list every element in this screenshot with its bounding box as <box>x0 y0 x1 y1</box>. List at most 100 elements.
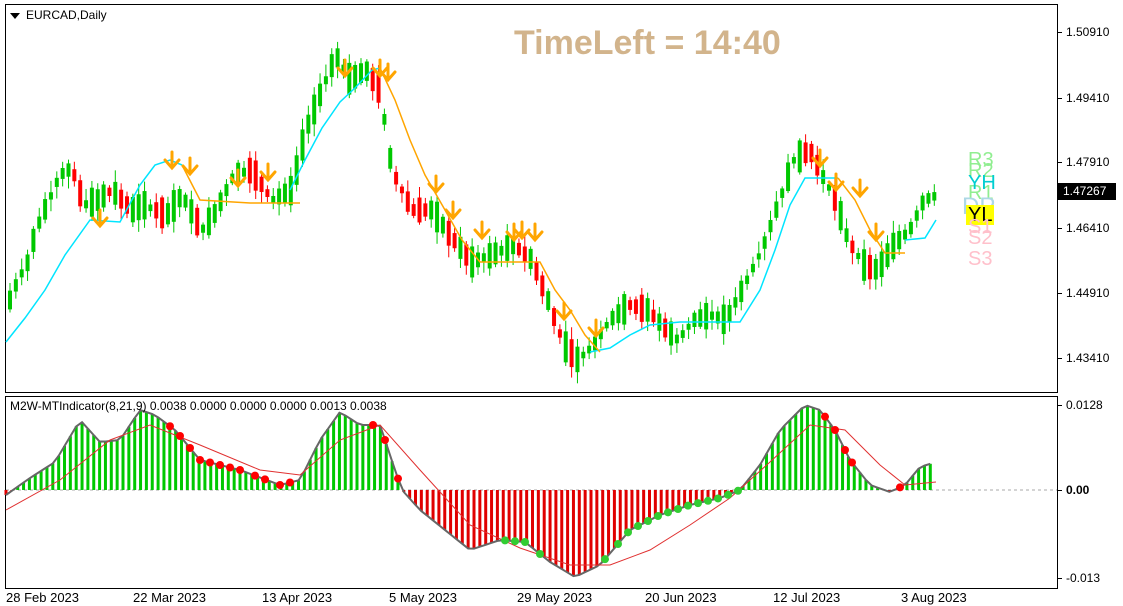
candle-body <box>183 194 188 208</box>
dot-red <box>381 436 389 444</box>
candle-body <box>388 147 393 169</box>
price-axis-label: 1.44910 <box>1057 286 1110 300</box>
candle-body <box>429 200 434 220</box>
candle-body <box>195 207 200 236</box>
candle-body <box>873 258 878 280</box>
signal-line-segment <box>904 219 937 241</box>
level-s2: S2 <box>968 227 993 249</box>
candle-body <box>417 197 422 223</box>
candle-body <box>446 220 451 246</box>
candle-body <box>89 187 94 217</box>
candle-body <box>628 300 633 310</box>
candle-body <box>780 188 785 198</box>
candle-body <box>674 334 679 344</box>
dot-green <box>501 536 509 545</box>
histogram-outline <box>5 404 931 578</box>
date-axis-label: 20 Jun 2023 <box>645 590 717 605</box>
price-axis-label: 1.43410 <box>1057 351 1110 365</box>
candle-body <box>727 304 732 322</box>
down-arrow-icon <box>427 174 445 195</box>
dot-green <box>601 555 609 564</box>
candle-body <box>142 191 147 220</box>
down-arrow-icon <box>555 301 573 322</box>
candle-body <box>13 279 18 292</box>
date-axis-label: 22 Mar 2023 <box>133 590 206 605</box>
level-r2: R2 <box>968 160 994 182</box>
candle-body <box>201 224 206 233</box>
candle-body <box>464 244 469 266</box>
indicator-dots <box>166 412 904 564</box>
candle-body <box>557 329 562 338</box>
candle-body <box>154 202 159 219</box>
candle-body <box>639 294 644 322</box>
candle-body <box>604 321 609 329</box>
candle-body <box>259 176 264 192</box>
candle-body <box>651 309 656 323</box>
candle-body <box>756 253 761 260</box>
candle-body <box>329 54 334 78</box>
candle-body <box>282 183 287 204</box>
candle-body <box>288 175 293 206</box>
dot-red <box>369 421 377 429</box>
candle-body <box>458 236 463 259</box>
candle-body <box>107 187 112 196</box>
indicator-title: M2W-MTIndicator(8,21,9) 0.0038 0.0000 0.… <box>10 399 387 413</box>
candle-body <box>265 189 270 197</box>
date-axis-label: 5 May 2023 <box>389 590 457 605</box>
candle-body <box>177 189 182 208</box>
candle-body <box>72 169 77 182</box>
candle-body <box>698 309 703 327</box>
candle-body <box>452 233 457 249</box>
down-arrow-icon <box>526 222 544 243</box>
dot-green <box>511 537 519 546</box>
candle-body <box>908 221 913 235</box>
candle-body <box>300 129 305 161</box>
current-price-tag: 1.47267 <box>1057 183 1116 200</box>
candle-body <box>774 201 779 218</box>
dot-red <box>206 458 214 467</box>
candle-body <box>657 313 662 331</box>
dot-red <box>261 475 269 484</box>
candle-body <box>669 321 674 346</box>
candle-body <box>622 294 627 325</box>
date-axis-label: 29 May 2023 <box>517 590 593 605</box>
candle-body <box>715 311 720 324</box>
down-arrow-icon <box>587 318 605 339</box>
candle-body <box>750 263 755 273</box>
timeleft-label: TimeLeft = 14:40 <box>514 24 781 62</box>
candle-body <box>411 204 416 216</box>
dot-green <box>664 508 672 517</box>
dot-green <box>536 550 544 558</box>
dot-red <box>166 422 174 431</box>
candle-body <box>879 251 884 278</box>
candle-body <box>359 63 363 83</box>
candle-body <box>165 203 170 225</box>
candle-body <box>540 275 545 297</box>
candle-body <box>294 155 299 185</box>
triangle-down-icon[interactable] <box>10 12 20 19</box>
candle-body <box>206 207 211 236</box>
candle-body <box>119 189 124 209</box>
candle-body <box>569 339 574 368</box>
candle-body <box>60 167 65 179</box>
candle-body <box>399 186 404 194</box>
down-arrow-icon <box>336 58 354 79</box>
dot-red <box>286 478 294 487</box>
candle-body <box>66 163 71 177</box>
candle-body <box>721 304 726 335</box>
dot-red <box>394 474 402 483</box>
candle-body <box>867 254 872 280</box>
signal-line-segment <box>289 67 381 191</box>
candle-body <box>370 68 375 92</box>
dot-red <box>176 432 184 440</box>
candle-body <box>704 302 709 330</box>
down-arrow-icon <box>181 156 199 177</box>
level-s1: S1 <box>968 216 993 238</box>
candle-body <box>95 189 100 211</box>
dot-red <box>276 481 284 489</box>
candle-body <box>54 177 59 187</box>
dot-red <box>251 471 259 480</box>
candle-body <box>113 181 118 205</box>
candle-body <box>914 210 919 221</box>
dot-green <box>724 490 732 499</box>
